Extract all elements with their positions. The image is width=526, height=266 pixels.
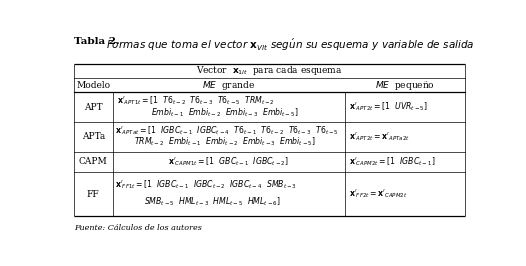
Text: $\left.SMB_{t-5}\ \ HML_{t-3}\ \ HML_{t-5}\ \ HML_{t-6}\right]$: $\left.SMB_{t-5}\ \ HML_{t-3}\ \ HML_{t-…: [144, 196, 281, 209]
Text: APT: APT: [84, 103, 103, 112]
Text: Vector  $\mathbf{x}_{1lt}$  para cada esquema: Vector $\mathbf{x}_{1lt}$ para cada esqu…: [196, 64, 343, 77]
Text: CAPM: CAPM: [79, 157, 108, 167]
Text: $\left.Embi_{t-1}\ \ Embi_{t-2}\ \ Embi_{t-3}\ \ Embi_{t-5}\right]$: $\left.Embi_{t-1}\ \ Embi_{t-2}\ \ Embi_…: [151, 106, 298, 119]
Text: APTa: APTa: [82, 132, 105, 142]
Text: $\mathbf{x}'_{FF2t}=\mathbf{x}'_{CAPM2t}$: $\mathbf{x}'_{FF2t}=\mathbf{x}'_{CAPM2t}…: [349, 188, 408, 201]
Text: $\mathbf{x}'_{APTat}=\left[1\ \ IGBC_{t-1}\ \ IGBC_{t-4}\ \ T6_{t-1}\ \ T6_{t-2}: $\mathbf{x}'_{APTat}=\left[1\ \ IGBC_{t-…: [115, 124, 338, 137]
Text: FF: FF: [87, 190, 99, 199]
Text: $\left.TRM_{t-2}\ \ Embi_{t-1}\ \ Embi_{t-2}\ \ Embi_{t-3}\ \ Embi_{t-5}\right]$: $\left.TRM_{t-2}\ \ Embi_{t-1}\ \ Embi_{…: [134, 136, 316, 148]
Text: Modelo: Modelo: [76, 81, 110, 90]
Text: $\it{Formas\ que\ toma\ el\ vector\ }\mathbf{x}_{\mathit{Vlt}}\it{\ seg\acute{u}: $\it{Formas\ que\ toma\ el\ vector\ }\ma…: [106, 37, 474, 53]
Text: $\mathbf{x}'_{CAPM1t}=\left[1\ \ GBC_{t-1}\ \ IGBC_{t-2}\right]$: $\mathbf{x}'_{CAPM1t}=\left[1\ \ GBC_{t-…: [168, 156, 289, 168]
Text: Tabla 2.: Tabla 2.: [74, 37, 119, 46]
Text: $\mathbf{x}'_{APT2t}=\mathbf{x}'_{APTa2t}$: $\mathbf{x}'_{APT2t}=\mathbf{x}'_{APTa2t…: [349, 131, 410, 143]
Text: $\it{ME}$  grande: $\it{ME}$ grande: [203, 79, 255, 92]
Text: $\mathbf{x}'_{APT2t}=\left[1\ \ UVR_{t-5}\right]$: $\mathbf{x}'_{APT2t}=\left[1\ \ UVR_{t-5…: [349, 101, 428, 113]
Text: $\mathbf{x}'_{APT1t}=\left[1\ \ T6_{t-2}\ \ T6_{t-3}\ \ T6_{t-5}\ \ TRM_{t-2}\ri: $\mathbf{x}'_{APT1t}=\left[1\ \ T6_{t-2}…: [117, 94, 275, 107]
Text: $\mathbf{x}'_{FF1t}=\left[1\ \ IGBC_{t-1}\ \ IGBC_{t-2}\ \ IGBC_{t-4}\ \ SMB_{t-: $\mathbf{x}'_{FF1t}=\left[1\ \ IGBC_{t-1…: [115, 178, 297, 191]
Text: Fuente: Cálculos de los autores: Fuente: Cálculos de los autores: [74, 225, 202, 232]
Text: $\it{ME}$  pequeño: $\it{ME}$ pequeño: [375, 79, 435, 92]
Text: $\mathbf{x}'_{CAPM2t}=\left[1\ \ IGBC_{t-1}\right]$: $\mathbf{x}'_{CAPM2t}=\left[1\ \ IGBC_{t…: [349, 156, 436, 168]
